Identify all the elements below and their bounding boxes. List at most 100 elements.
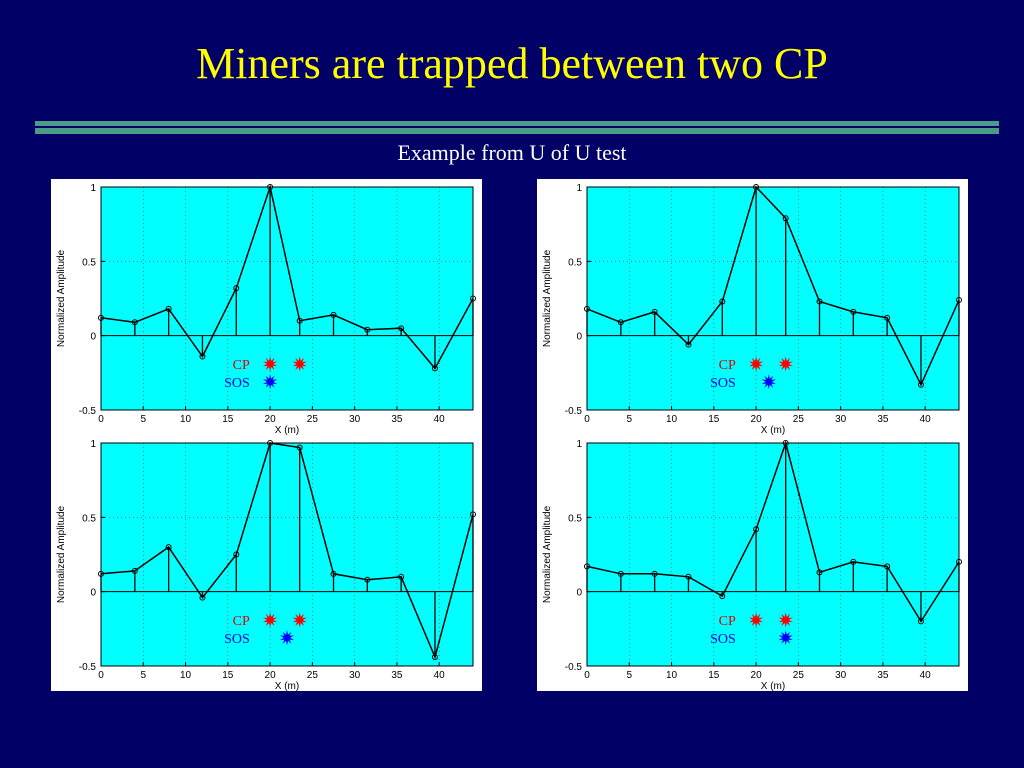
data-point [782,215,789,222]
x-tick-label: 0 [98,670,104,681]
data-point [431,654,438,661]
sos-marker [279,630,295,646]
y-tick-label: 0.5 [82,257,96,268]
y-axis-label: Normalized Amplitude [542,249,553,347]
data-point [617,570,624,577]
data-point [165,305,172,312]
data-point [470,295,476,302]
y-tick-label: 1 [90,183,96,194]
x-tick-label: 5 [626,414,632,425]
y-tick-label: 0.5 [568,257,582,268]
data-point [267,184,274,190]
sos-marker [761,374,776,390]
data-point [719,298,726,305]
cp-label: CP [719,614,736,629]
x-tick-label: 5 [140,414,146,425]
y-tick-label: -0.5 [79,406,97,417]
data-point [685,573,692,580]
chart-panel-bottom-left: 0 5 10 15 20 25 30 35 40 -0.5 0 0.5 1 X (m) Normalized… [51,435,482,691]
x-tick-label: 0 [584,670,590,681]
y-tick-label: 0 [576,588,582,599]
x-axis-label: X (m) [275,681,299,691]
y-axis-label: Normalized Amplitude [542,505,553,603]
data-point [685,341,692,348]
cp-label: CP [233,358,250,373]
x-tick-label: 0 [98,414,104,425]
data-point [917,381,924,388]
cp-marker [292,356,307,372]
x-tick-label: 25 [307,414,319,425]
x-tick-label: 40 [434,414,446,425]
cp-marker [263,612,278,628]
x-tick-label: 25 [793,670,805,681]
y-tick-label: 0.5 [568,513,582,524]
data-point [584,305,590,312]
sos-label: SOS [224,632,250,647]
cp-label: CP [233,614,250,629]
axes-frame [586,442,960,667]
x-axis-label: X (m) [275,425,299,435]
x-tick-label: 35 [877,414,889,425]
data-point [753,526,760,533]
x-tick-label: 30 [349,670,361,681]
x-tick-label: 25 [793,414,805,425]
data-point [956,296,962,303]
data-point [233,551,240,558]
chart-panel-bottom-right: 0 5 10 15 20 25 30 35 40 -0.5 0 0.5 1 X (m) Normalized… [537,435,968,691]
data-point [651,308,658,315]
data-point [364,576,371,583]
data-point [98,570,104,577]
cp-marker [292,612,307,628]
data-point [651,570,658,577]
data-point [956,558,962,565]
data-point [131,567,138,574]
data-point [884,314,891,321]
x-tick-label: 0 [584,414,590,425]
data-point [296,444,303,451]
plot-area [101,443,473,666]
x-tick-label: 40 [920,414,932,425]
sos-marker [778,630,793,646]
y-tick-label: 0 [576,332,582,343]
x-tick-label: 10 [666,670,678,681]
plot-area [587,443,959,666]
x-tick-label: 10 [180,670,192,681]
y-tick-label: 1 [90,439,96,450]
data-point [296,317,303,324]
plot-area [587,187,959,410]
chart-bottom-left: 0 5 10 15 20 25 30 35 40-0.500.51X (m)Normalized… [56,439,476,691]
chart-top-left: 0 5 10 15 20 25 30 35 40-0.500.51X (m)Normalized… [56,183,476,435]
data-point [850,308,857,315]
chart-panel-top-left: 0 5 10 15 20 25 30 35 40 -0.5 0 0.5 1 X (m) Normalized… [51,179,482,435]
axes-frame [586,186,960,411]
series-line [100,184,474,370]
series-line [586,185,960,387]
y-tick-label: 0 [90,332,96,343]
x-tick-label: 40 [434,670,446,681]
data-point [816,298,823,305]
chart-panel-top-right: 0 5 10 15 20 25 30 35 40 -0.5 0 0.5 1 X (m) Normalized… [537,179,968,435]
data-point [267,440,274,446]
data-point [330,570,337,577]
series-line [100,442,474,660]
x-tick-label: 10 [180,414,192,425]
data-point [917,618,924,625]
x-tick-label: 25 [307,670,319,681]
data-point [782,440,789,446]
cp-marker [749,356,764,372]
y-tick-label: -0.5 [565,662,583,673]
data-point [330,311,337,318]
x-tick-label: 10 [666,414,678,425]
data-point [753,184,760,190]
x-tick-label: 15 [222,670,234,681]
cp-marker [778,612,793,628]
data-point [199,594,206,601]
y-tick-label: 1 [576,183,582,194]
cp-marker [263,356,278,372]
data-point [850,558,857,565]
data-point [398,573,405,580]
data-point [470,511,476,518]
sos-label: SOS [710,632,736,647]
x-tick-label: 30 [349,414,361,425]
x-tick-label: 15 [222,414,234,425]
